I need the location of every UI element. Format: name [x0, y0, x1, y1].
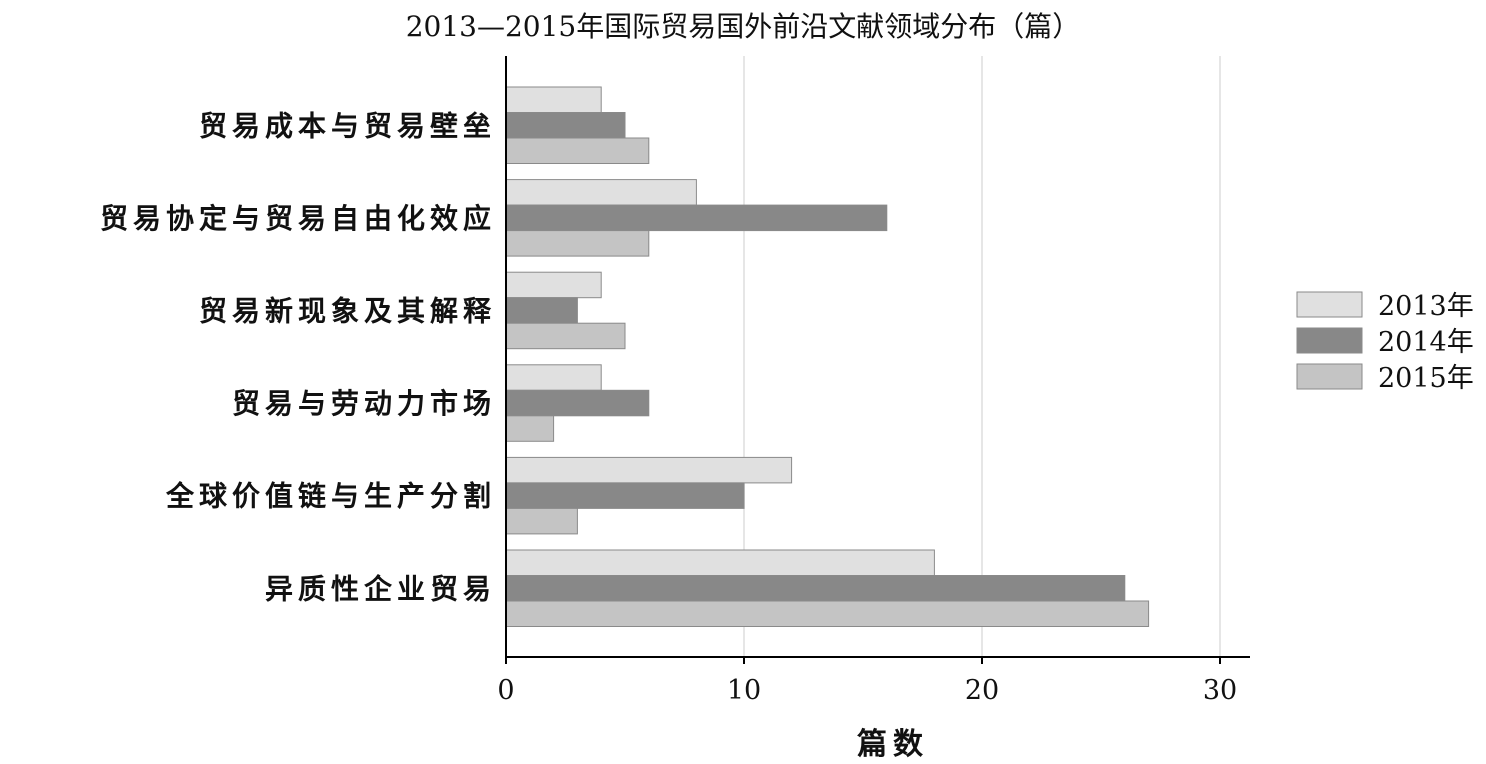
bar	[505, 204, 888, 232]
bar	[505, 549, 935, 576]
bar	[505, 322, 626, 350]
x-axis-label: 篇数	[857, 727, 929, 762]
bar	[505, 137, 650, 164]
bar	[505, 271, 602, 299]
category-label: 贸易成本与贸易壁垒	[199, 109, 496, 142]
legend-swatch	[1296, 327, 1363, 354]
legend-label: 2014年	[1378, 327, 1474, 358]
bar	[505, 507, 578, 535]
legend-label: 2013年	[1378, 291, 1474, 322]
legend-swatch	[1296, 291, 1363, 318]
axes	[505, 56, 1250, 664]
category-label: 贸易新现象及其解释	[199, 294, 496, 327]
bar	[505, 230, 650, 257]
category-label: 贸易与劳动力市场	[232, 387, 496, 420]
category-label: 贸易协定与贸易自由化效应	[100, 202, 496, 235]
x-tick-label: 30	[1203, 675, 1237, 706]
bar	[505, 575, 1126, 602]
bar	[505, 456, 793, 484]
bar	[505, 389, 650, 417]
x-tick-label: 10	[727, 675, 761, 706]
category-labels: 贸易成本与贸易壁垒贸易协定与贸易自由化效应贸易新现象及其解释贸易与劳动力市场全球…	[100, 109, 496, 605]
bars	[505, 86, 1150, 627]
bar	[505, 600, 1150, 627]
category-label: 全球价值链与生产分割	[165, 480, 496, 513]
bar	[505, 482, 745, 509]
bar	[505, 179, 697, 206]
legend-swatch	[1296, 363, 1363, 390]
x-tick-label: 20	[965, 675, 999, 706]
bar	[505, 112, 626, 139]
bar	[505, 415, 555, 442]
bar	[505, 86, 602, 113]
x-tick-labels: 0 10 20 30	[497, 675, 1237, 706]
legend: 2013年 2014年 2015年	[1296, 291, 1474, 394]
chart-title: 2013—2015年国际贸易国外前沿文献领域分布（篇）	[406, 10, 1081, 43]
category-label: 异质性企业贸易	[265, 572, 496, 605]
x-tick-label: 0	[497, 675, 514, 706]
bar	[505, 364, 602, 391]
bar	[505, 297, 578, 324]
legend-label: 2015年	[1378, 363, 1474, 394]
